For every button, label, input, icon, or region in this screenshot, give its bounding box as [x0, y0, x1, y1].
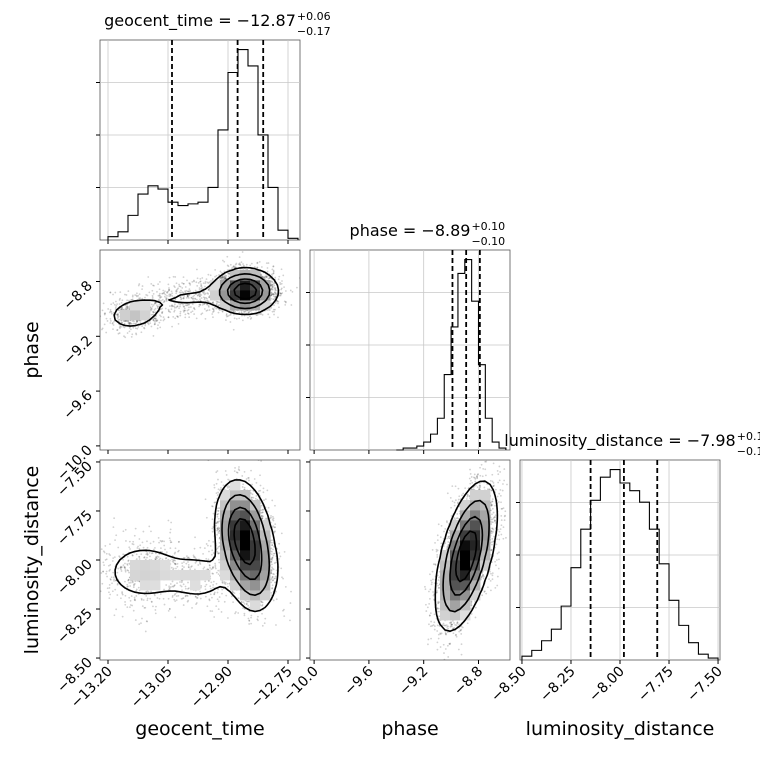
- y-tick-label: −8.25: [54, 606, 96, 648]
- y-tick-label: −8.00: [54, 557, 96, 599]
- y-tick-label: −7.75: [54, 507, 96, 549]
- y-tick-label: −9.6: [60, 388, 95, 423]
- x-tick-label: −7.50: [684, 664, 726, 706]
- density-panel-luminosity_distance-vs-phase: [306, 459, 511, 664]
- panel-frame: [99, 39, 301, 241]
- panel-frame: [99, 249, 301, 451]
- hist-panel-luminosity_distance: luminosity_distance = −7.98+0.17 −0.17: [504, 430, 760, 664]
- contours: [113, 266, 280, 327]
- x-tick-label: −8.25: [537, 664, 579, 706]
- hist-panel-phase: phase = −8.89 +0.10 −0.10: [306, 220, 511, 454]
- title-plus: +0.06: [297, 10, 331, 23]
- hist-bars-luminosity_distance: [521, 468, 719, 660]
- x-tick-label: −7.75: [635, 664, 677, 706]
- title-minus: −0.17: [297, 25, 331, 38]
- hist-panel-geocent_time: geocent_time = −12.87 +0.06 −0.17: [96, 10, 331, 244]
- x-tick-label: −9.6: [341, 663, 376, 698]
- x-tick-label: −8.8: [451, 664, 486, 699]
- title-minus: −0.17: [737, 445, 760, 458]
- title-luminosity_distance: luminosity_distance = −7.98: [504, 431, 735, 451]
- contours: [434, 480, 499, 632]
- x-tick-label: −9.2: [396, 664, 431, 699]
- density-panel-luminosity_distance-vs-geocent_time: [96, 459, 301, 664]
- y-axis-label-luminosity_distance: luminosity_distance: [21, 466, 43, 655]
- hist-bars-geocent_time: [107, 48, 299, 240]
- x-tick-label: −13.05: [128, 664, 176, 712]
- x-axis-label-luminosity_distance: luminosity_distance: [526, 718, 715, 740]
- panel-frame: [309, 249, 511, 451]
- density-cells: [120, 270, 271, 321]
- x-tick-label: −12.90: [188, 664, 236, 712]
- y-tick-label: −8.8: [60, 278, 95, 313]
- x-tick-label: −8.00: [586, 664, 628, 706]
- x-axis-label-phase: phase: [381, 718, 438, 740]
- title-geocent_time: geocent_time = −12.87: [104, 11, 296, 31]
- title-plus: +0.17: [737, 430, 760, 443]
- x-axis-label-geocent_time: geocent_time: [135, 718, 264, 740]
- title-minus: −0.10: [471, 235, 505, 248]
- hist-bars-phase: [396, 258, 507, 451]
- title-plus: +0.10: [471, 220, 505, 233]
- y-tick-label: −9.2: [60, 333, 95, 368]
- y-axis-label-phase: phase: [21, 321, 43, 378]
- density-panel-phase-vs-geocent_time: [96, 249, 301, 454]
- x-tick-label: −8.50: [488, 664, 530, 706]
- contours: [114, 479, 279, 613]
- title-phase: phase = −8.89: [350, 221, 471, 240]
